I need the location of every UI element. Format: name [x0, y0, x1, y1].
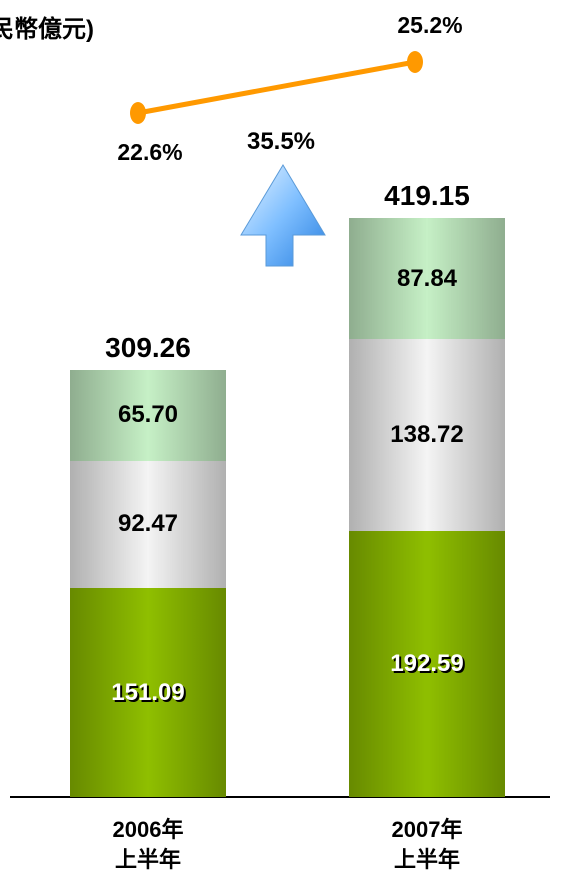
line-value-label: 22.6%: [117, 139, 183, 165]
segment-label: 92.47: [117, 510, 179, 538]
x-tick-label: 2007年 上半年: [391, 817, 463, 872]
total-label: 419.15: [384, 180, 470, 211]
segment-label: 192.59: [390, 649, 464, 677]
line: [137, 59, 416, 116]
segment-label: 65.70: [117, 401, 179, 429]
total-label: 309.26: [105, 331, 191, 363]
line-point: [407, 51, 423, 73]
growth-arrow: [240, 164, 326, 267]
x-tick-label: 2006年 上半年: [112, 817, 184, 872]
bar-segment: [349, 339, 505, 531]
line-point: [130, 102, 146, 124]
bar-segment: [70, 460, 226, 589]
bar-segment: [70, 588, 226, 797]
line-value-label: 25.2%: [397, 12, 463, 38]
segment-label: 151.09: [111, 678, 185, 706]
segment-label: 87.84: [396, 264, 458, 292]
segment-label: 138.72: [390, 421, 464, 449]
bar-segment: [349, 218, 505, 340]
chart-title: 民幣億元): [0, 16, 94, 43]
bar-segment: [349, 530, 505, 797]
bar-segment: [70, 369, 226, 461]
growth-label: 35.5%: [246, 128, 316, 155]
